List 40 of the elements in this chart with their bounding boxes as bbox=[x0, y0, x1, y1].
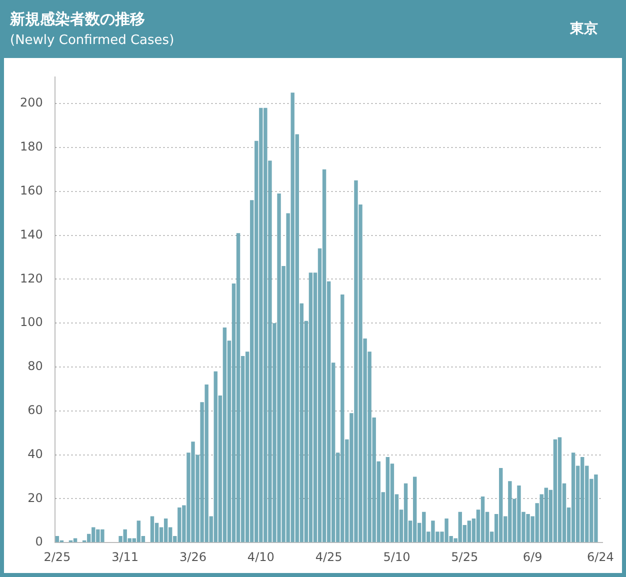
y-tick-label: 20 bbox=[28, 490, 43, 505]
y-tick-label: 200 bbox=[20, 96, 43, 110]
bar bbox=[467, 520, 472, 542]
y-tick-label: 40 bbox=[28, 446, 43, 461]
y-tick-label: 80 bbox=[28, 359, 43, 374]
bar bbox=[164, 518, 168, 542]
chart-subtitle: (Newly Confirmed Cases) bbox=[10, 33, 174, 48]
bar bbox=[412, 476, 417, 542]
y-tick-label: 140 bbox=[20, 227, 43, 242]
bar bbox=[553, 439, 558, 542]
x-tick-label: 5/10 bbox=[383, 550, 410, 564]
x-tick-label: 2/25 bbox=[44, 550, 71, 564]
bar bbox=[150, 516, 154, 542]
x-tick-label: 4/10 bbox=[247, 550, 274, 564]
x-tick-label: 3/11 bbox=[112, 550, 139, 564]
bar bbox=[236, 233, 240, 542]
bar bbox=[404, 483, 408, 542]
bar bbox=[308, 272, 313, 542]
y-tick-label: 60 bbox=[28, 403, 43, 418]
y-tick-label: 0 bbox=[35, 534, 43, 549]
bar bbox=[222, 327, 227, 542]
y-tick-label: 180 bbox=[20, 140, 43, 154]
bar bbox=[136, 520, 141, 542]
bar bbox=[558, 437, 562, 542]
bar bbox=[480, 496, 485, 542]
text: 東京 bbox=[570, 21, 598, 37]
y-tick-label: 100 bbox=[20, 315, 43, 330]
y-tick-label: 160 bbox=[20, 183, 43, 198]
y-tick-label: 120 bbox=[20, 271, 43, 286]
x-tick-label: 3/26 bbox=[180, 550, 206, 564]
x-tick-label: 4/25 bbox=[315, 550, 342, 564]
bar bbox=[322, 169, 326, 542]
chart-title: 新規感染者数の推移 bbox=[10, 10, 146, 29]
x-tick-label: 5/25 bbox=[451, 550, 478, 564]
bar bbox=[386, 456, 390, 542]
x-tick-label: 6/24 bbox=[586, 550, 614, 564]
bar bbox=[571, 452, 576, 542]
bar bbox=[73, 538, 78, 542]
bar bbox=[55, 536, 60, 542]
x-tick-label: 6/9 bbox=[522, 550, 542, 564]
